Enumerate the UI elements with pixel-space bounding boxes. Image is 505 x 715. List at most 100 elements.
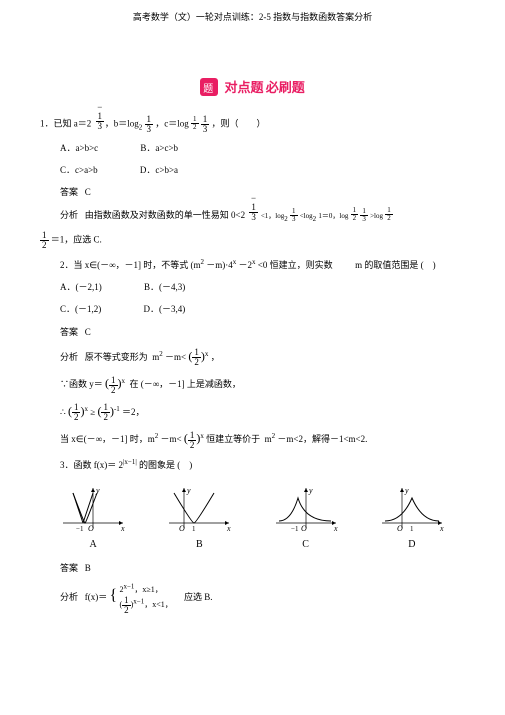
q2-optD: D．(－3,4) [144, 301, 186, 317]
banner-text-right: 必刷题 [266, 80, 305, 95]
q1-ana-f: ＝1，应选 C. [51, 235, 102, 245]
q2-b: －m)·4 [206, 260, 233, 270]
q2-opts-row2: C．(－1,2) D．(－3,4) [60, 301, 465, 317]
q2-answer: 答案 C [60, 324, 465, 340]
q3-answer: 答案 B [60, 560, 465, 576]
q2-ana-e: ∵函数 y＝ [60, 379, 103, 389]
q1-ana-a: 由指数函数及对数函数的单一性易知 0<2 [85, 210, 245, 220]
q3-p2c: ，x<1， [144, 600, 173, 609]
q2-ana-h2: ＝2， [122, 407, 145, 417]
q1-tail-den: 2 [40, 241, 49, 250]
q2-ana-g: ∴ [60, 407, 66, 417]
q2-ana-label: 分析 [60, 352, 78, 362]
q3-p1c: ，x≥1， [134, 585, 162, 594]
q2-ana-k: 恒建立等价于 [206, 434, 260, 444]
q1-stem: 1．已知 a＝2 −13 ，b＝log2 13 ，c＝log 12 13 ，则（… [40, 115, 465, 134]
graph-c: x y O −1 C [271, 483, 341, 550]
q1-opts-row1: A．a>b>c B．a>c>b [60, 140, 465, 156]
svg-text:x: x [439, 524, 444, 533]
banner-icon [200, 78, 218, 96]
q1-ana-e: >log [370, 212, 383, 220]
q2-ana-line3: ∴ (12)x ≥ (12)-1 ＝2， [60, 401, 465, 423]
q1-optC: C．c>a>b [60, 162, 98, 178]
q3-c: 的图象是 ( ) [139, 460, 192, 470]
q2-ana-a: 原不等式变形为 [85, 352, 148, 362]
q3-exp: |x−1| [123, 458, 137, 466]
q1-tail: ，则（ ） [212, 119, 266, 129]
q1-ana-d: 1＝0，log [318, 212, 348, 220]
q1-analysis: 分析 由指数函数及对数函数的单一性易知 0<2 −13 <1，log2 13 <… [40, 207, 465, 225]
q3-graphs: x y O −1 A x y O 1 B [40, 483, 465, 550]
banner: 对点题 必刷题 [40, 73, 465, 100]
svg-text:O: O [88, 524, 94, 533]
q2-optA: A．(－2,1) [60, 279, 102, 295]
graph-a: x y O −1 A [58, 483, 128, 550]
q2-ana-m: －m<2，解得－1<m<2. [277, 434, 367, 444]
q3-ana-a: f(x)＝ [85, 593, 108, 603]
svg-text:y: y [404, 486, 409, 495]
q3-a: 3．函数 f(x)＝ [60, 460, 116, 470]
q1-optB: B．a>c>b [140, 140, 178, 156]
graph-c-label: C [271, 539, 341, 550]
svg-text:y: y [95, 486, 100, 495]
q1-ans-val: C [85, 187, 91, 197]
q2-ana-f: 在 (－∞，－1] 上是减函数， [130, 379, 241, 389]
q3-analysis: 分析 f(x)＝ { 2x−1，x≥1， (12)x−1，x<1， 应选 B. [60, 582, 465, 614]
q1-logc-based: 2 [191, 124, 199, 131]
q1-logb-sub: 2 [139, 123, 143, 131]
q1-logb-argd: 3 [145, 125, 154, 134]
graph-b-label: B [164, 539, 234, 550]
q1-logc-argd: 3 [201, 125, 210, 134]
q1-exp-den: 3 [96, 122, 105, 131]
q2-ana-line4: 当 x∈(－∞，－1] 时，m2 －m< (12)x 恒建立等价于 m2 －m<… [60, 428, 465, 450]
svg-text:1: 1 [410, 525, 414, 533]
q2-half-d1: 2 [192, 358, 201, 367]
graph-d-label: D [377, 539, 447, 550]
q2-ana-h: ≥ [90, 407, 95, 417]
q2-ana-line1: 分析 原不等式变形为 m2 －m< (12)x ， [60, 346, 465, 368]
q2-sup1: 2 [201, 258, 205, 266]
q2-sup2: x [233, 258, 237, 266]
q1-ana-label: 分析 [60, 210, 78, 220]
q3-ans-label: 答案 [60, 563, 78, 573]
q3-p1e: x−1 [123, 582, 134, 590]
svg-text:−1: −1 [76, 525, 84, 533]
q3-ana-b: 应选 B. [184, 593, 213, 603]
q1-ana-b: <1，log [261, 212, 284, 220]
q3-p2d: 2 [122, 606, 131, 615]
q1-opts-row2: C．c>a>b D．c>b>a [60, 162, 465, 178]
svg-text:y: y [308, 486, 313, 495]
q2-a: 2．当 x∈(－∞，－1] 时，不等式 (m [60, 260, 201, 270]
svg-text:O: O [397, 524, 403, 533]
q2-e: m 的取值范围是 ( ) [355, 260, 436, 270]
q3-p2e: x−1 [133, 597, 144, 605]
svg-text:x: x [120, 524, 125, 533]
page-header: 高考数学（文）一轮对点训练：2-5 指数与指数函数答案分析 [40, 10, 465, 23]
q3-ans-val: B [85, 563, 91, 573]
q2-optB: B．(－4,3) [144, 279, 185, 295]
graph-b: x y O 1 B [164, 483, 234, 550]
q2-ans-val: C [85, 327, 91, 337]
q2-d: <0 恒建立，则实数 [258, 260, 333, 270]
q2-ana-i-sup: 2 [155, 432, 159, 440]
q2-opts-row1: A．(－2,1) B．(－4,3) [60, 279, 465, 295]
svg-text:O: O [301, 524, 307, 533]
q2-stem: 2．当 x∈(－∞，－1] 时，不等式 (m2 －m)·4x －2x <0 恒建… [60, 256, 465, 273]
q1-ana-c: <log [300, 212, 313, 220]
banner-text-left: 对点题 [224, 80, 263, 95]
q2-ana-l: m [265, 434, 272, 444]
q1-ana-tail: 12 ＝1，应选 C. [40, 231, 465, 250]
q1-ana-exp-den: 3 [249, 213, 258, 222]
q2-ans-label: 答案 [60, 327, 78, 337]
q1-ans-label: 答案 [60, 187, 78, 197]
svg-text:1: 1 [192, 525, 196, 533]
graph-d: x y O 1 D [377, 483, 447, 550]
q1-text-b: ，b＝log [105, 119, 139, 129]
q1-optA: A．a>b>c [60, 140, 98, 156]
q2-ana-i: 当 x∈(－∞，－1] 时，m [60, 434, 155, 444]
q3-stem: 3．函数 f(x)＝ 2|x−1| 的图象是 ( ) [60, 456, 465, 473]
q1-optD: D．c>b>a [140, 162, 178, 178]
q2-ana-b-sup: 2 [159, 350, 163, 358]
q1-text-a: 1．已知 a＝2 [40, 119, 91, 129]
q2-ana-c: －m< [165, 352, 186, 362]
